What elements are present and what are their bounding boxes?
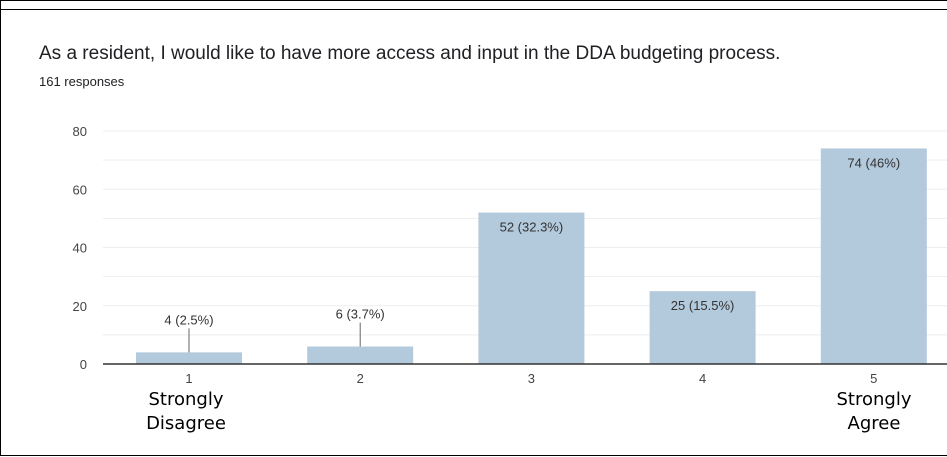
data-label: 52 (32.3%) [500,220,564,235]
data-label: 74 (46%) [847,155,900,170]
bar [478,212,585,364]
scale-high-line-1: Strongly [836,389,912,410]
y-tick-label: 60 [73,182,87,197]
x-tick-label: 5 [870,371,877,386]
y-tick-label: 0 [80,357,87,372]
x-tick-label: 3 [528,371,535,386]
scale-high-line-2: Agree [847,413,901,434]
y-tick-label: 20 [73,299,87,314]
bar [136,352,242,364]
bar [820,148,927,364]
scale-low-label: Strongly Disagree [131,388,241,436]
question-title: As a resident, I would like to have more… [39,43,781,64]
scale-low-line-2: Disagree [146,413,226,434]
response-count: 161 responses [39,74,125,89]
scale-high-label: Strongly Agree [819,388,929,436]
data-label: 25 (15.5%) [671,298,735,313]
bar [649,291,756,364]
y-tick-label: 80 [73,124,87,139]
divider [1,9,947,10]
x-tick-label: 4 [699,371,706,386]
x-tick-label: 1 [185,371,192,386]
scale-low-line-1: Strongly [148,389,224,410]
y-tick-label: 40 [73,241,87,256]
data-label: 6 (3.7%) [336,307,385,322]
bar [307,346,414,364]
x-tick-label: 2 [357,371,364,386]
data-label: 4 (2.5%) [164,312,213,327]
